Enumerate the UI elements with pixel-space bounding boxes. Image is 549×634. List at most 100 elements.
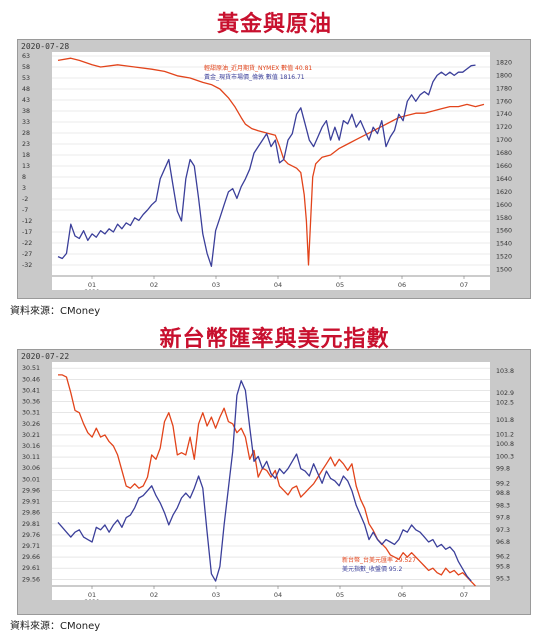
right-tick-label: 1700 [496, 137, 512, 144]
left-tick-label: 30.51 [22, 365, 40, 372]
right-tick-label: 100.8 [496, 441, 514, 448]
chart1-plot-area: 01 02 03 04 05 06 07 2020 輕甜原油_近月期貨_NYMEX 數值 40.… [52, 52, 490, 296]
left-tick-label: 48 [22, 86, 30, 93]
left-tick-label: 29.71 [22, 543, 40, 550]
left-tick-label: 29.91 [22, 499, 40, 506]
right-tick-label: 1620 [496, 189, 512, 196]
left-tick-label: 29.56 [22, 576, 40, 583]
left-tick-label: -2 [22, 196, 28, 203]
left-tick-label: 43 [22, 97, 30, 104]
series-line-b [57, 64, 476, 267]
right-tick-label: 1540 [496, 241, 512, 248]
chart2-plot-area: 01 02 03 04 05 06 07 2020 新台幣_台美元匯率 29.527美元指數_收… [52, 362, 490, 606]
left-tick-label: -7 [22, 207, 28, 214]
right-tick-label: 1780 [496, 85, 512, 92]
right-tick-label: 1820 [496, 59, 512, 66]
x-tick-label: 02 [150, 281, 158, 289]
left-tick-label: 13 [22, 163, 30, 170]
left-tick-label: 30.31 [22, 410, 40, 417]
legend-entry: 輕甜原油_近月期貨_NYMEX 數值 40.81 [204, 64, 312, 72]
left-tick-label: 30.46 [22, 376, 40, 383]
left-tick-label: 30.01 [22, 476, 40, 483]
right-tick-label: 1740 [496, 111, 512, 118]
right-tick-label: 95.3 [496, 576, 510, 583]
left-tick-label: -22 [22, 240, 32, 247]
x-tick-label: 03 [212, 281, 220, 289]
right-tick-label: 101.2 [496, 431, 514, 438]
chart2-source: 資料來源：CMoney [10, 621, 101, 632]
left-tick-label: 29.66 [22, 554, 40, 561]
right-tick-label: 1660 [496, 163, 512, 170]
chart2-svg: 01 02 03 04 05 06 07 2020 新台幣_台美元匯率 29.527美元指數_收… [52, 367, 490, 606]
right-tick-label: 97.8 [496, 515, 510, 522]
left-tick-label: -12 [22, 218, 32, 225]
left-tick-label: 28 [22, 130, 30, 137]
chart1-source: 資料來源：CMoney [10, 306, 101, 317]
x-tick-label: 05 [336, 281, 344, 289]
series-line-a [58, 374, 476, 587]
right-tick-label: 1560 [496, 228, 512, 235]
left-tick-label: 30.16 [22, 443, 40, 450]
x-tick-label: 04 [274, 281, 282, 289]
left-tick-label: 29.76 [22, 532, 40, 539]
right-tick-label: 102.9 [496, 390, 514, 397]
right-tick-label: 99.8 [496, 466, 510, 473]
legend-entry: 新台幣_台美元匯率 29.527 [342, 556, 416, 564]
x-tick-label: 07 [460, 281, 468, 289]
series-line-b [57, 380, 472, 582]
chart2-panel: 2020-07-22 01 02 03 04 05 06 07 2020 新台幣_台美元匯率 2… [17, 349, 531, 615]
left-tick-label: 38 [22, 108, 30, 115]
right-tick-label: 1720 [496, 124, 512, 131]
left-tick-label: 29.61 [22, 565, 40, 572]
left-tick-label: 53 [22, 75, 30, 82]
chart2-title: 新台幣匯率與美元指數 [159, 326, 390, 352]
chart1-date-label: 2020-07-28 [21, 42, 70, 51]
left-tick-label: 18 [22, 152, 30, 159]
left-tick-label: 29.81 [22, 521, 40, 528]
left-tick-label: 30.26 [22, 421, 40, 428]
chart1-title: 黃金與原油 [216, 11, 332, 37]
x-tick-label: 05 [336, 591, 344, 599]
legend-entry: 黃金_現貨市場價_倫敦 數值 1816.71 [204, 73, 305, 81]
right-tick-label: 102.5 [496, 400, 514, 407]
left-tick-label: -27 [22, 251, 32, 258]
left-tick-label: 33 [22, 119, 30, 126]
right-tick-label: 1600 [496, 202, 512, 209]
right-tick-label: 96.8 [496, 539, 510, 546]
right-tick-label: 98.3 [496, 502, 510, 509]
series-line-a [57, 57, 485, 266]
x-tick-label: 02 [150, 591, 158, 599]
x-tick-label: 01 [88, 281, 96, 289]
x-tick-label: 03 [212, 591, 220, 599]
x-year-label: 2020 [84, 289, 99, 290]
right-tick-label: 1680 [496, 150, 512, 157]
chart1-right-axis: 1820 1800 1780 1760 1740 1720 1700 1680 1660 1640… [496, 59, 512, 274]
x-year-label: 2020 [84, 599, 99, 600]
left-tick-label: 8 [22, 174, 26, 181]
left-tick-label: 58 [22, 64, 30, 71]
chart2-right-axis: 103.8 102.9 102.5 101.8 101.2 100.8 100.3 99.8 9… [496, 368, 514, 583]
right-tick-label: 1500 [496, 267, 512, 274]
left-tick-label: 63 [22, 53, 30, 60]
right-tick-label: 1800 [496, 72, 512, 79]
right-tick-label: 98.8 [496, 490, 510, 497]
right-tick-label: 96.2 [496, 554, 510, 561]
chart2-date-label: 2020-07-22 [21, 352, 70, 361]
right-tick-label: 99.2 [496, 480, 510, 487]
right-tick-label: 1580 [496, 215, 512, 222]
right-tick-label: 97.3 [496, 527, 510, 534]
chart1-left-axis: 63 58 53 48 43 38 33 28 23 18 13 8 3 -2 -7 -12 -17 -22 -27… [22, 53, 32, 269]
left-tick-label: 3 [22, 185, 26, 192]
left-tick-label: 29.86 [22, 510, 40, 517]
left-tick-label: 30.11 [22, 454, 40, 461]
left-tick-label: 30.36 [22, 399, 40, 406]
chart2-left-axis: 30.51 30.46 30.41 30.36 30.31 30.26 30.21 30.16… [22, 365, 40, 583]
right-tick-label: 103.8 [496, 368, 514, 375]
left-tick-label: 30.06 [22, 465, 40, 472]
right-tick-label: 1520 [496, 254, 512, 261]
chart1-svg: 01 02 03 04 05 06 07 2020 輕甜原油_近月期貨_NYMEX 數值 40.… [52, 55, 490, 296]
right-tick-label: 1640 [496, 176, 512, 183]
x-tick-label: 01 [88, 591, 96, 599]
chart1-panel: 2020-07-28 01 02 03 04 05 06 07 2020 輕甜原油_近月期貨_N… [17, 39, 531, 299]
right-tick-label: 1760 [496, 98, 512, 105]
